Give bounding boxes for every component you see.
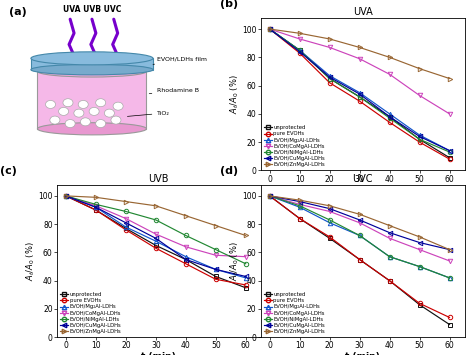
Circle shape [65,120,75,127]
Ellipse shape [37,66,146,77]
Circle shape [104,109,114,117]
Circle shape [81,118,91,126]
Ellipse shape [37,123,146,135]
Circle shape [59,108,69,115]
Y-axis label: $A_t/A_0$ (%): $A_t/A_0$ (%) [24,241,37,281]
Text: EVOH/LDHs film: EVOH/LDHs film [153,57,207,65]
Circle shape [78,100,88,108]
Text: Rhodamine B: Rhodamine B [149,88,200,94]
Circle shape [74,109,84,117]
Bar [37,71,146,129]
Text: UVA UVB UVC: UVA UVB UVC [63,5,121,14]
Text: TiO₂: TiO₂ [128,111,170,116]
Bar [31,58,153,70]
Ellipse shape [31,52,153,65]
Circle shape [111,116,121,124]
Circle shape [46,100,55,108]
Text: (b): (b) [220,0,238,9]
Circle shape [113,102,123,110]
Circle shape [96,99,106,107]
Title: UVC: UVC [352,174,373,184]
Y-axis label: $A_t/A_0$ (%): $A_t/A_0$ (%) [228,241,241,281]
Circle shape [96,120,106,127]
Title: UVA: UVA [353,7,373,17]
Legend: unprotected, pure EVOHs, EVOH/Mg₂Al-LDHs, EVOH/CoMgAl-LDHs, EVOH/NiMgAl-LDHs, EV: unprotected, pure EVOHs, EVOH/Mg₂Al-LDHs… [60,291,122,335]
Circle shape [63,99,73,107]
Y-axis label: $A_t/A_0$ (%): $A_t/A_0$ (%) [228,74,241,114]
Text: (d): (d) [220,166,238,176]
Legend: unprotected, pure EVOHs, EVOH/Mg₂Al-LDHs, EVOH/CoMgAl-LDHs, EVOH/NiMgAl-LDHs, EV: unprotected, pure EVOHs, EVOH/Mg₂Al-LDHs… [264,125,326,168]
Text: (a): (a) [9,7,27,17]
Title: UVB: UVB [148,174,169,184]
X-axis label: t (min): t (min) [141,352,176,355]
X-axis label: t (min): t (min) [345,185,380,194]
Legend: unprotected, pure EVOHs, EVOH/Mg₂Al-LDHs, EVOH/CoMgAl-LDHs, EVOH/NiMgAl-LDHs, EV: unprotected, pure EVOHs, EVOH/Mg₂Al-LDHs… [264,291,326,335]
Circle shape [89,108,99,115]
X-axis label: t (min): t (min) [345,352,380,355]
Circle shape [50,116,60,124]
Ellipse shape [31,65,153,75]
Text: (c): (c) [0,166,17,176]
